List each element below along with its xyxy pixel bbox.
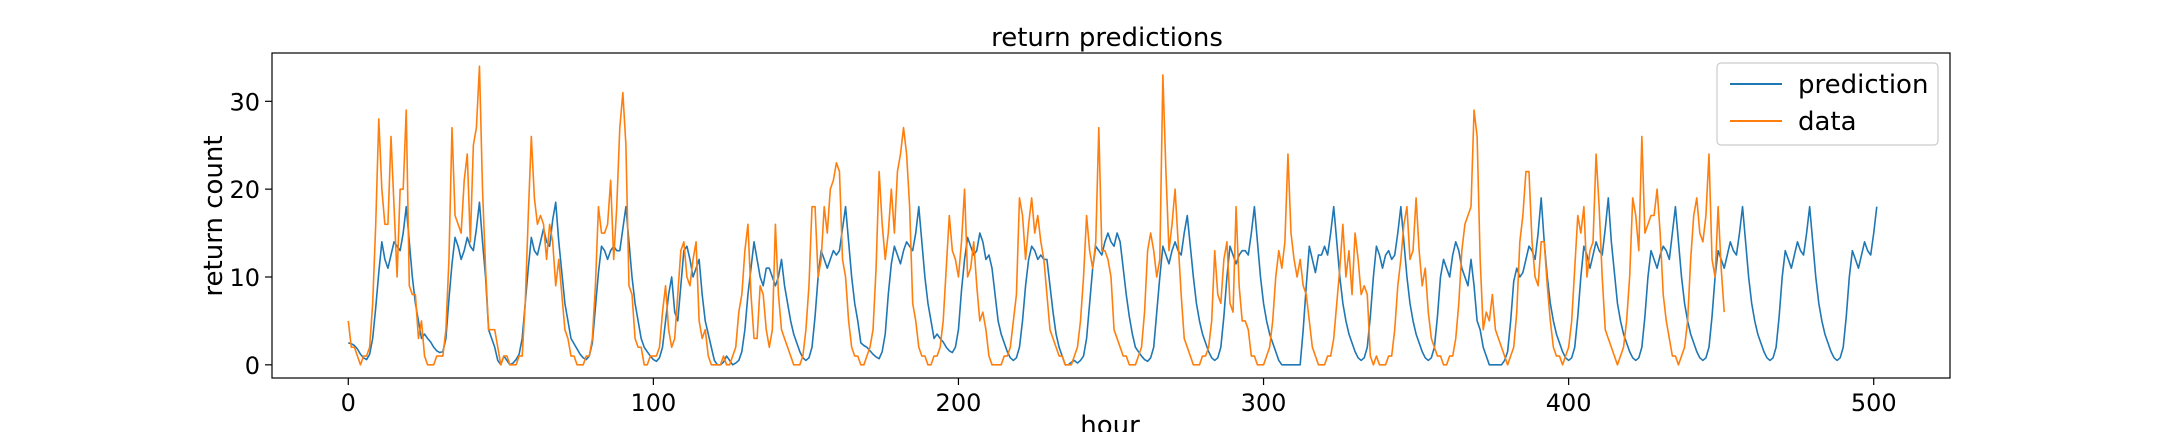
x-axis: 0 100 200 300 400 500 bbox=[341, 378, 1897, 417]
y-axis-label: return count bbox=[199, 135, 229, 296]
y-axis: 0 10 20 30 bbox=[229, 88, 272, 380]
series-layer bbox=[347, 65, 1878, 366]
y-tick-label: 30 bbox=[229, 88, 260, 116]
x-tick-label: 400 bbox=[1546, 389, 1592, 417]
x-tick-label: 200 bbox=[936, 389, 982, 417]
legend: prediction data bbox=[1716, 62, 1939, 146]
legend-label-data: data bbox=[1798, 107, 1857, 137]
x-tick-label: 0 bbox=[341, 389, 356, 417]
x-tick-label: 300 bbox=[1241, 389, 1287, 417]
legend-label-prediction: prediction bbox=[1798, 70, 1928, 100]
y-tick-label: 20 bbox=[229, 176, 260, 204]
y-tick-label: 0 bbox=[245, 352, 260, 380]
plot-frame bbox=[271, 52, 1951, 379]
series-line-data bbox=[347, 65, 1726, 366]
series-line-prediction bbox=[348, 197, 1878, 366]
x-tick-label: 100 bbox=[630, 389, 676, 417]
x-tick-label: 500 bbox=[1851, 389, 1897, 417]
y-tick-label: 10 bbox=[229, 264, 260, 292]
x-axis-label: hour bbox=[1080, 411, 1140, 432]
chart-title: return predictions bbox=[991, 23, 1223, 53]
